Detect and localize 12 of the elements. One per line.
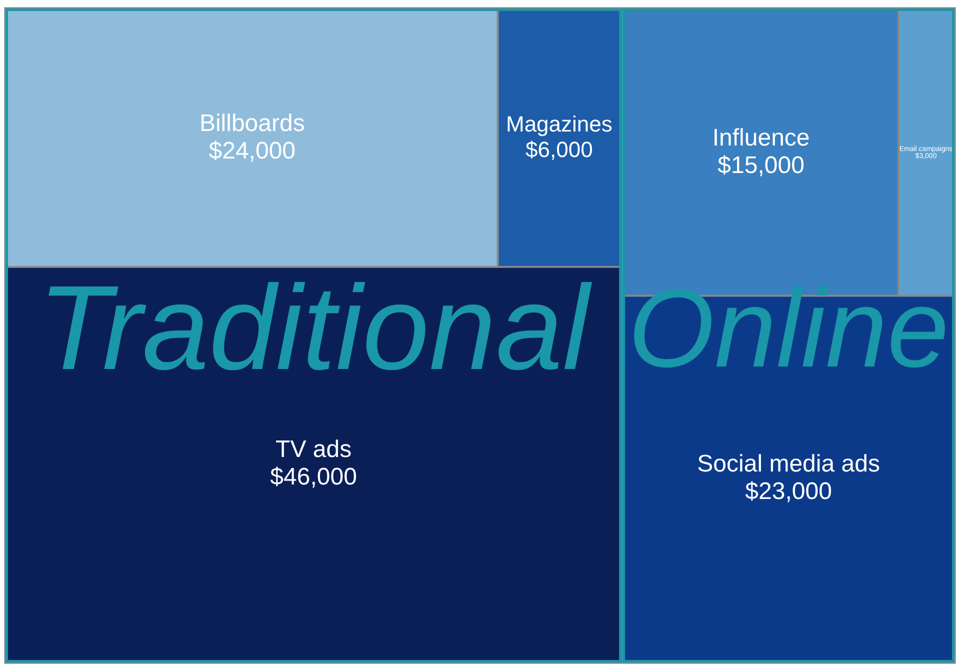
category-label: Billboards bbox=[199, 110, 305, 138]
category-label: TV ads bbox=[276, 436, 352, 464]
data-label: $23,000 bbox=[745, 478, 832, 506]
category-label: Influence bbox=[712, 124, 810, 152]
category-label: Social media ads bbox=[697, 450, 880, 478]
data-label: $24,000 bbox=[208, 138, 296, 165]
text: Online bbox=[628, 266, 949, 390]
category-label: Magazines bbox=[506, 112, 612, 137]
text: Traditional bbox=[38, 260, 593, 395]
data-label: $15,000 bbox=[718, 152, 804, 180]
data-label: $6,000 bbox=[526, 136, 593, 162]
data-label: $46,000 bbox=[270, 464, 357, 491]
